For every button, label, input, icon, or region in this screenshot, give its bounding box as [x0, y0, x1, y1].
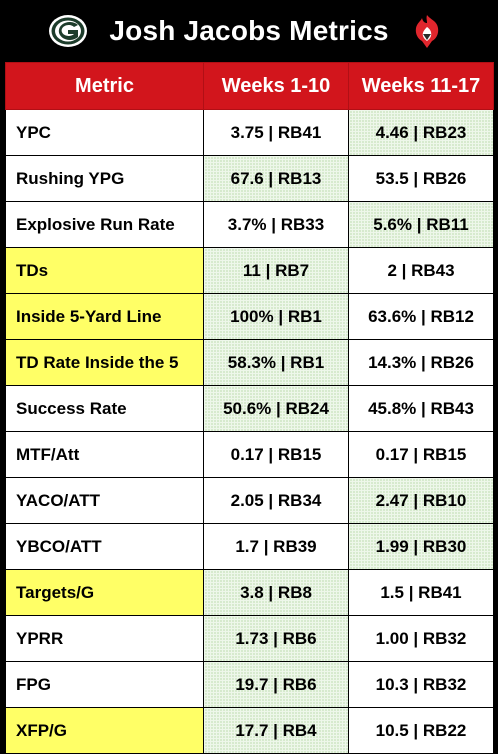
- weeks-11-17-cell: 10.5 | RB22: [348, 707, 494, 754]
- weeks-11-17-cell: 1.5 | RB41: [348, 569, 494, 616]
- metric-cell: Rushing YPG: [5, 155, 204, 202]
- fire-shield-logo-icon: [415, 15, 439, 48]
- table-row: YBCO/ATT 1.7 | RB39 1.99 | RB30: [5, 523, 494, 570]
- weeks-1-10-cell: 67.6 | RB13: [203, 155, 349, 202]
- weeks-11-17-cell: 4.46 | RB23: [348, 109, 494, 156]
- table-row: Targets/G 3.8 | RB8 1.5 | RB41: [5, 569, 494, 616]
- weeks-11-17-cell: 45.8% | RB43: [348, 385, 494, 432]
- metric-cell: XFP/G: [5, 707, 204, 754]
- weeks-11-17-cell: 1.99 | RB30: [348, 523, 494, 570]
- metric-cell: TD Rate Inside the 5: [5, 339, 204, 386]
- table-body: YPC 3.75 | RB41 4.46 | RB23 Rushing YPG 67.6…: [5, 109, 494, 754]
- weeks-1-10-cell: 58.3% | RB1: [203, 339, 349, 386]
- weeks-11-17-cell: 5.6% | RB11: [348, 201, 494, 248]
- metric-cell: YPC: [5, 109, 204, 156]
- weeks-11-17-cell: 10.3 | RB32: [348, 661, 494, 708]
- table-header-row: Metric Weeks 1-10 Weeks 11-17: [5, 62, 494, 110]
- weeks-11-17-cell: 0.17 | RB15: [348, 431, 494, 478]
- weeks-1-10-cell: 19.7 | RB6: [203, 661, 349, 708]
- table-row: YACO/ATT 2.05 | RB34 2.47 | RB10: [5, 477, 494, 524]
- table-row: Explosive Run Rate 3.7% | RB33 5.6% | RB11: [5, 201, 494, 248]
- weeks-1-10-cell: 3.7% | RB33: [203, 201, 349, 248]
- weeks-11-17-cell: 14.3% | RB26: [348, 339, 494, 386]
- weeks-11-17-cell: 53.5 | RB26: [348, 155, 494, 202]
- table-row: FPG 19.7 | RB6 10.3 | RB32: [5, 661, 494, 708]
- table-row: XFP/G 17.7 | RB4 10.5 | RB22: [5, 707, 494, 754]
- metric-cell: YACO/ATT: [5, 477, 204, 524]
- metric-cell: Explosive Run Rate: [5, 201, 204, 248]
- weeks-1-10-cell: 17.7 | RB4: [203, 707, 349, 754]
- weeks-11-17-cell: 2 | RB43: [348, 247, 494, 294]
- metric-cell: Targets/G: [5, 569, 204, 616]
- table-row: Inside 5-Yard Line 100% | RB1 63.6% | RB12: [5, 293, 494, 340]
- weeks-1-10-cell: 1.7 | RB39: [203, 523, 349, 570]
- column-header-weeks-11-17: Weeks 11-17: [348, 62, 494, 110]
- metric-cell: MTF/Att: [5, 431, 204, 478]
- weeks-1-10-cell: 0.17 | RB15: [203, 431, 349, 478]
- metric-cell: YPRR: [5, 615, 204, 662]
- title-bar: Josh Jacobs Metrics: [0, 0, 498, 62]
- table-row: TDs 11 | RB7 2 | RB43: [5, 247, 494, 294]
- metric-cell: TDs: [5, 247, 204, 294]
- column-header-weeks-1-10: Weeks 1-10: [203, 62, 349, 110]
- metric-cell: YBCO/ATT: [5, 523, 204, 570]
- weeks-11-17-cell: 2.47 | RB10: [348, 477, 494, 524]
- table-row: Success Rate 50.6% | RB24 45.8% | RB43: [5, 385, 494, 432]
- table-row: Rushing YPG 67.6 | RB13 53.5 | RB26: [5, 155, 494, 202]
- table-row: MTF/Att 0.17 | RB15 0.17 | RB15: [5, 431, 494, 478]
- column-header-metric: Metric: [5, 62, 204, 110]
- weeks-1-10-cell: 3.8 | RB8: [203, 569, 349, 616]
- weeks-11-17-cell: 1.00 | RB32: [348, 615, 494, 662]
- metric-cell: FPG: [5, 661, 204, 708]
- weeks-1-10-cell: 2.05 | RB34: [203, 477, 349, 524]
- table-row: YPRR 1.73 | RB6 1.00 | RB32: [5, 615, 494, 662]
- weeks-1-10-cell: 1.73 | RB6: [203, 615, 349, 662]
- page-title: Josh Jacobs Metrics: [109, 15, 389, 46]
- weeks-1-10-cell: 50.6% | RB24: [203, 385, 349, 432]
- weeks-1-10-cell: 11 | RB7: [203, 247, 349, 294]
- metric-cell: Success Rate: [5, 385, 204, 432]
- weeks-1-10-cell: 100% | RB1: [203, 293, 349, 340]
- table-row: TD Rate Inside the 5 58.3% | RB1 14.3% | R…: [5, 339, 494, 386]
- packers-g-logo-icon: [49, 15, 87, 47]
- metric-cell: Inside 5-Yard Line: [5, 293, 204, 340]
- weeks-11-17-cell: 63.6% | RB12: [348, 293, 494, 340]
- metrics-table: Metric Weeks 1-10 Weeks 11-17 YPC 3.75 | …: [5, 62, 494, 754]
- table-row: YPC 3.75 | RB41 4.46 | RB23: [5, 109, 494, 156]
- weeks-1-10-cell: 3.75 | RB41: [203, 109, 349, 156]
